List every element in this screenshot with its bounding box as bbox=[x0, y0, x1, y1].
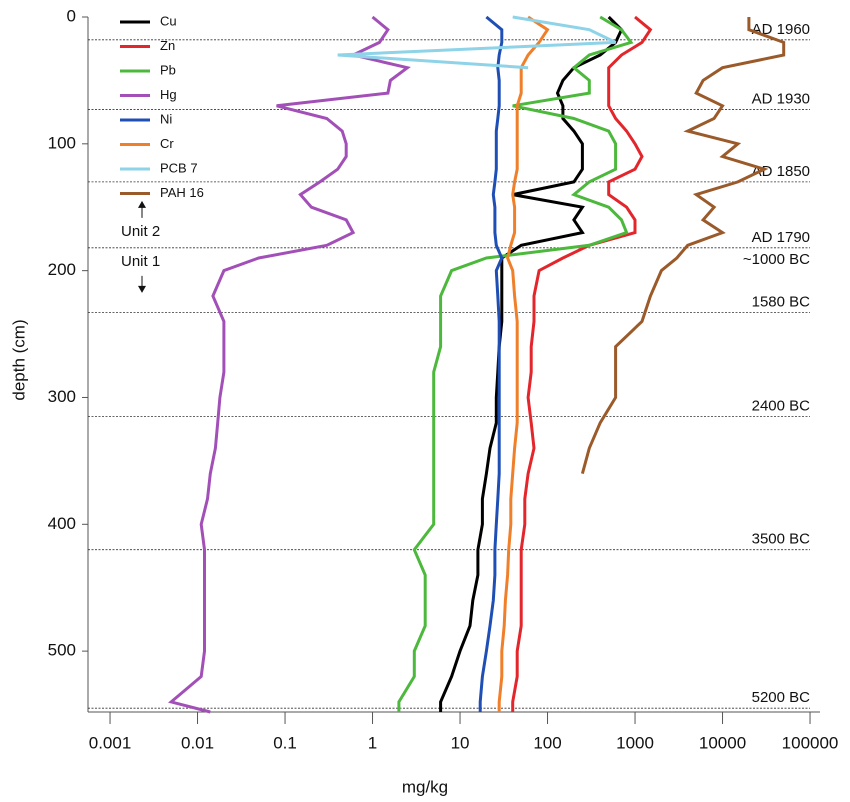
date-label: 5200 BC bbox=[752, 689, 811, 706]
y-tick-label: 100 bbox=[48, 133, 76, 152]
series-line bbox=[168, 15, 411, 714]
x-tick-label: 0.001 bbox=[89, 733, 132, 752]
unit-label: Unit 1 bbox=[121, 253, 160, 270]
legend-label: Cr bbox=[160, 136, 174, 151]
y-tick-label: 0 bbox=[67, 6, 76, 25]
series-line bbox=[397, 15, 634, 712]
date-label: ~1000 BC bbox=[743, 251, 810, 268]
unit-label: Unit 2 bbox=[121, 223, 160, 240]
x-tick-label: 1 bbox=[368, 733, 377, 752]
arrowhead bbox=[138, 200, 146, 208]
x-tick-label: 0.1 bbox=[273, 733, 297, 752]
y-tick-label: 200 bbox=[48, 260, 76, 279]
y-tick-label: 400 bbox=[48, 514, 76, 533]
x-tick-label: 10000 bbox=[699, 733, 746, 752]
x-axis-label: mg/kg bbox=[402, 777, 448, 796]
x-tick-label: 100 bbox=[533, 733, 561, 752]
legend-label: Hg bbox=[160, 87, 177, 102]
y-tick-label: 500 bbox=[48, 641, 76, 660]
date-label: 1580 BC bbox=[752, 293, 811, 310]
x-tick-label: 100000 bbox=[782, 733, 839, 752]
y-axis-label: depth (cm) bbox=[9, 319, 28, 400]
date-label: 3500 BC bbox=[752, 531, 811, 548]
series-line bbox=[580, 17, 786, 474]
legend-label: Cu bbox=[160, 13, 177, 28]
x-tick-label: 10 bbox=[451, 733, 470, 752]
date-label: AD 1930 bbox=[752, 91, 810, 108]
series-line bbox=[497, 15, 550, 712]
legend-label: Zn bbox=[160, 38, 175, 53]
date-label: AD 1960 bbox=[752, 21, 810, 38]
series-line bbox=[511, 15, 653, 712]
series-line bbox=[337, 15, 617, 70]
legend-label: PAH 16 bbox=[160, 185, 204, 200]
x-tick-label: 1000 bbox=[616, 733, 654, 752]
legend-label: PCB 7 bbox=[160, 160, 198, 175]
date-label: 2400 BC bbox=[752, 397, 811, 414]
series-line bbox=[478, 15, 504, 712]
x-tick-label: 0.01 bbox=[181, 733, 214, 752]
y-tick-label: 300 bbox=[48, 387, 76, 406]
arrowhead bbox=[138, 285, 146, 293]
date-label: AD 1790 bbox=[752, 229, 810, 246]
legend-label: Pb bbox=[160, 62, 176, 77]
legend-label: Ni bbox=[160, 111, 172, 126]
date-label: AD 1850 bbox=[752, 163, 810, 180]
